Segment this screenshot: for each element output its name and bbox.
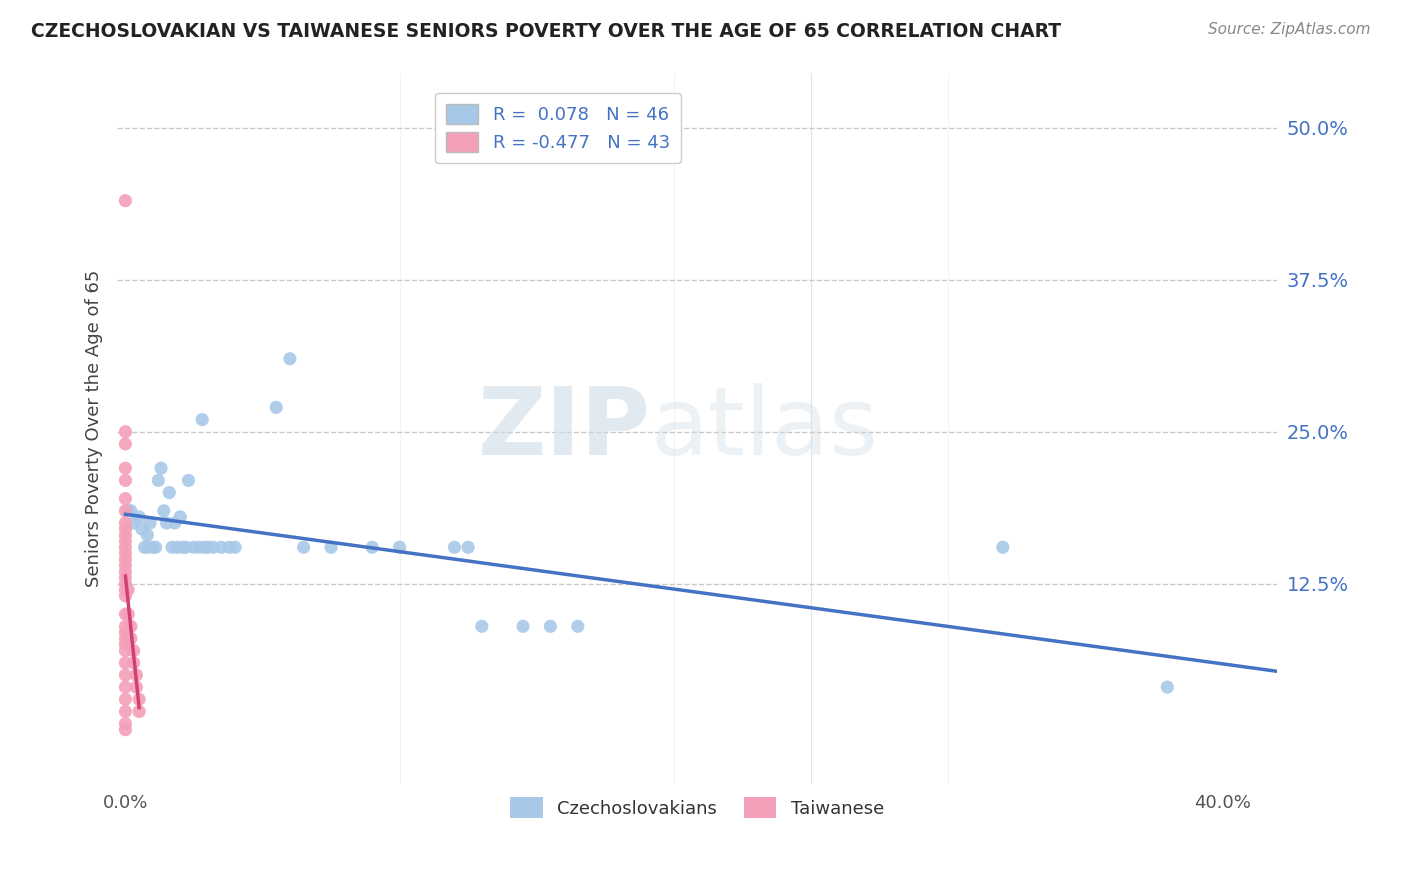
Point bbox=[174, 541, 197, 555]
Point bbox=[142, 541, 165, 555]
Point bbox=[114, 552, 136, 566]
Text: atlas: atlas bbox=[651, 383, 879, 475]
Point bbox=[120, 632, 142, 646]
Point bbox=[114, 571, 136, 585]
Point bbox=[188, 541, 211, 555]
Point bbox=[114, 723, 136, 737]
Point bbox=[471, 619, 494, 633]
Point bbox=[150, 461, 173, 475]
Point bbox=[114, 546, 136, 560]
Point bbox=[114, 528, 136, 542]
Point bbox=[122, 656, 145, 670]
Point bbox=[177, 474, 200, 488]
Point bbox=[114, 522, 136, 536]
Point bbox=[114, 425, 136, 439]
Point bbox=[125, 668, 148, 682]
Text: CZECHOSLOVAKIAN VS TAIWANESE SENIORS POVERTY OVER THE AGE OF 65 CORRELATION CHAR: CZECHOSLOVAKIAN VS TAIWANESE SENIORS POV… bbox=[31, 22, 1062, 41]
Point bbox=[114, 437, 136, 451]
Point bbox=[114, 474, 136, 488]
Point bbox=[319, 541, 342, 555]
Point bbox=[120, 619, 142, 633]
Point bbox=[218, 541, 240, 555]
Point bbox=[114, 625, 136, 640]
Point bbox=[114, 491, 136, 506]
Text: ZIP: ZIP bbox=[478, 383, 651, 475]
Point bbox=[264, 401, 287, 415]
Point bbox=[114, 607, 136, 622]
Point bbox=[145, 541, 167, 555]
Point bbox=[224, 541, 246, 555]
Point bbox=[114, 638, 136, 652]
Point bbox=[538, 619, 561, 633]
Point bbox=[388, 541, 411, 555]
Point bbox=[139, 516, 162, 530]
Point bbox=[169, 509, 191, 524]
Point bbox=[114, 632, 136, 646]
Point bbox=[153, 504, 176, 518]
Point bbox=[183, 541, 205, 555]
Point bbox=[122, 516, 145, 530]
Point bbox=[117, 582, 139, 597]
Point bbox=[114, 716, 136, 731]
Point bbox=[163, 516, 186, 530]
Point bbox=[128, 705, 150, 719]
Point bbox=[114, 619, 136, 633]
Point bbox=[114, 680, 136, 694]
Point bbox=[1156, 680, 1178, 694]
Point bbox=[114, 541, 136, 555]
Point bbox=[202, 541, 225, 555]
Point bbox=[166, 541, 188, 555]
Point bbox=[128, 692, 150, 706]
Point bbox=[131, 522, 153, 536]
Point bbox=[114, 576, 136, 591]
Point bbox=[114, 692, 136, 706]
Point bbox=[114, 558, 136, 573]
Point bbox=[134, 541, 156, 555]
Point bbox=[160, 541, 183, 555]
Point bbox=[120, 504, 142, 518]
Point bbox=[567, 619, 589, 633]
Point bbox=[209, 541, 232, 555]
Point bbox=[512, 619, 534, 633]
Point bbox=[114, 705, 136, 719]
Text: Source: ZipAtlas.com: Source: ZipAtlas.com bbox=[1208, 22, 1371, 37]
Point bbox=[292, 541, 315, 555]
Point bbox=[361, 541, 384, 555]
Point bbox=[114, 461, 136, 475]
Point bbox=[114, 582, 136, 597]
Point bbox=[136, 541, 159, 555]
Point bbox=[114, 643, 136, 657]
Point bbox=[114, 516, 136, 530]
Point bbox=[172, 541, 194, 555]
Point bbox=[114, 534, 136, 549]
Point bbox=[991, 541, 1014, 555]
Point bbox=[114, 504, 136, 518]
Point bbox=[457, 541, 479, 555]
Point bbox=[117, 607, 139, 622]
Point bbox=[148, 474, 170, 488]
Point bbox=[136, 528, 159, 542]
Point bbox=[114, 668, 136, 682]
Point bbox=[114, 589, 136, 603]
Point bbox=[157, 485, 180, 500]
Point bbox=[122, 643, 145, 657]
Point bbox=[197, 541, 219, 555]
Point bbox=[443, 541, 465, 555]
Point bbox=[114, 565, 136, 579]
Y-axis label: Seniors Poverty Over the Age of 65: Seniors Poverty Over the Age of 65 bbox=[86, 270, 103, 588]
Point bbox=[114, 656, 136, 670]
Point bbox=[194, 541, 217, 555]
Point bbox=[191, 412, 214, 426]
Point bbox=[155, 516, 177, 530]
Point bbox=[128, 509, 150, 524]
Point bbox=[114, 194, 136, 208]
Legend: Czechoslovakians, Taiwanese: Czechoslovakians, Taiwanese bbox=[503, 790, 891, 825]
Point bbox=[117, 504, 139, 518]
Point bbox=[278, 351, 301, 366]
Point bbox=[125, 680, 148, 694]
